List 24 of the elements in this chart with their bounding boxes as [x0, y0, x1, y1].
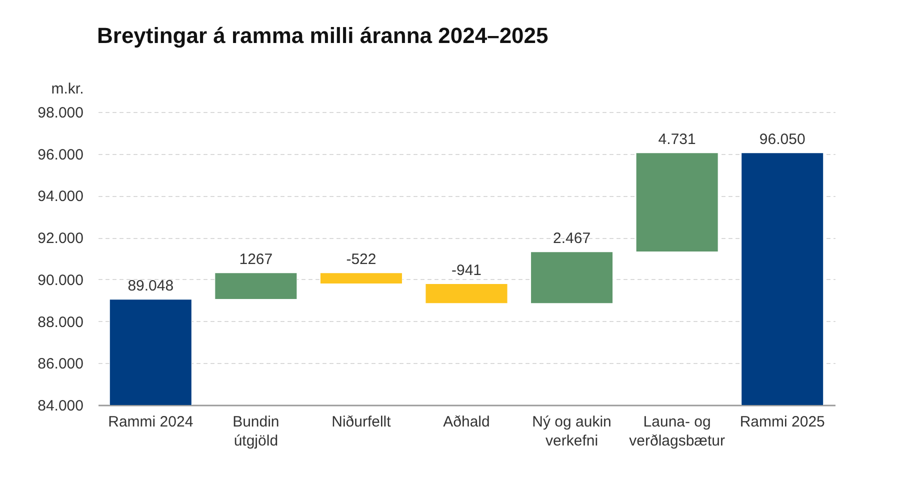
x-tick-label: Rammi 2024: [108, 414, 194, 430]
y-tick-label: 96.000: [38, 146, 84, 164]
x-tick-label: Bundin útgjöld: [232, 414, 280, 450]
y-tick-label: 92.000: [38, 230, 84, 248]
data-label: 4.731: [658, 130, 696, 148]
y-axis-title: m.kr.: [51, 80, 84, 98]
y-tick-label: 94.000: [38, 188, 84, 206]
x-tick-label: Rammi 2025: [740, 414, 825, 430]
data-label: 2.467: [553, 230, 591, 247]
y-tick-label: 86.000: [38, 356, 84, 373]
x-tick-label: Ný og aukin verkefni: [532, 414, 612, 450]
y-tick-label: 90.000: [38, 272, 84, 289]
data-label: -941: [451, 262, 482, 279]
data-label: 1267: [239, 250, 273, 268]
y-tick-label: 88.000: [38, 314, 84, 331]
data-label: -522: [346, 250, 376, 268]
x-tick-label: Niðurfellt: [332, 414, 392, 430]
x-tick-label: Aðhald: [443, 414, 490, 430]
data-label: 89.048: [128, 277, 174, 294]
y-tick-label: 98.000: [38, 104, 84, 122]
x-tick-label: Launa- og verðlagsbætur: [629, 414, 726, 450]
data-label: 96.050: [759, 130, 806, 148]
y-tick-label: 84.000: [38, 398, 84, 414]
chart-title: Breytingar á ramma milli áranna 2024–2025: [97, 23, 548, 48]
